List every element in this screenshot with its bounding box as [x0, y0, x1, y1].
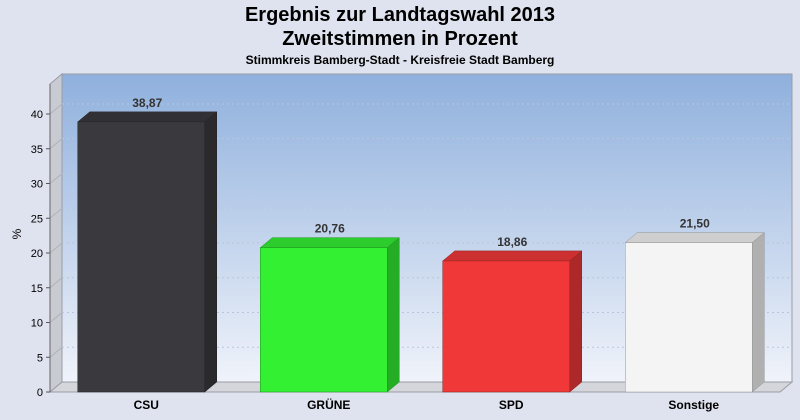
gridline-side — [49, 346, 63, 358]
gridline-side — [49, 207, 63, 219]
y-tick-label: 15 — [31, 283, 43, 295]
gridline-side — [49, 312, 63, 323]
gridline-side — [49, 103, 63, 115]
bar-side — [204, 111, 217, 393]
x-tick-label: GRÜNE — [307, 397, 350, 412]
left-wall — [49, 72, 63, 394]
data-label: 21,50 — [680, 217, 710, 231]
data-label: 38,87 — [132, 96, 162, 110]
y-axis-label: % — [10, 228, 24, 239]
bar-side — [387, 237, 400, 393]
y-tick-label: 20 — [31, 248, 43, 260]
data-label: 20,76 — [315, 222, 345, 236]
bar-top — [442, 250, 583, 262]
x-tick-label: SPD — [499, 398, 524, 412]
y-tick-label: 25 — [31, 213, 43, 225]
bar-side — [569, 250, 582, 393]
bar-top — [259, 237, 400, 248]
bar-spd — [442, 260, 570, 393]
chart-caption: Stimmkreis Bamberg-Stadt - Kreisfreie St… — [245, 53, 555, 67]
bar-sonstige — [625, 242, 753, 393]
bar-grüne — [260, 247, 388, 393]
chart-subtitle: Zweitstimmen in Prozent — [282, 28, 518, 50]
gridline-side — [49, 138, 63, 150]
y-tick-label: 40 — [31, 109, 43, 121]
y-tick-label: 35 — [31, 144, 43, 156]
y-tick-label: 30 — [31, 179, 43, 191]
gridline-side — [49, 242, 63, 254]
x-tick-label: CSU — [134, 398, 159, 412]
y-tick-label: 0 — [37, 387, 43, 399]
y-tick-label: 10 — [31, 318, 43, 330]
x-tick-label: Sonstige — [668, 398, 719, 412]
chart-title: Ergebnis zur Landtagswahl 2013 — [244, 4, 556, 26]
bar-top — [77, 111, 218, 123]
gridline-side — [49, 173, 63, 184]
gridline-side — [49, 277, 63, 289]
bar-side — [752, 232, 765, 393]
y-tick-label: 5 — [37, 352, 43, 364]
data-label: 18,86 — [497, 235, 527, 249]
bar-top — [624, 232, 765, 243]
bar-csu — [77, 121, 205, 393]
